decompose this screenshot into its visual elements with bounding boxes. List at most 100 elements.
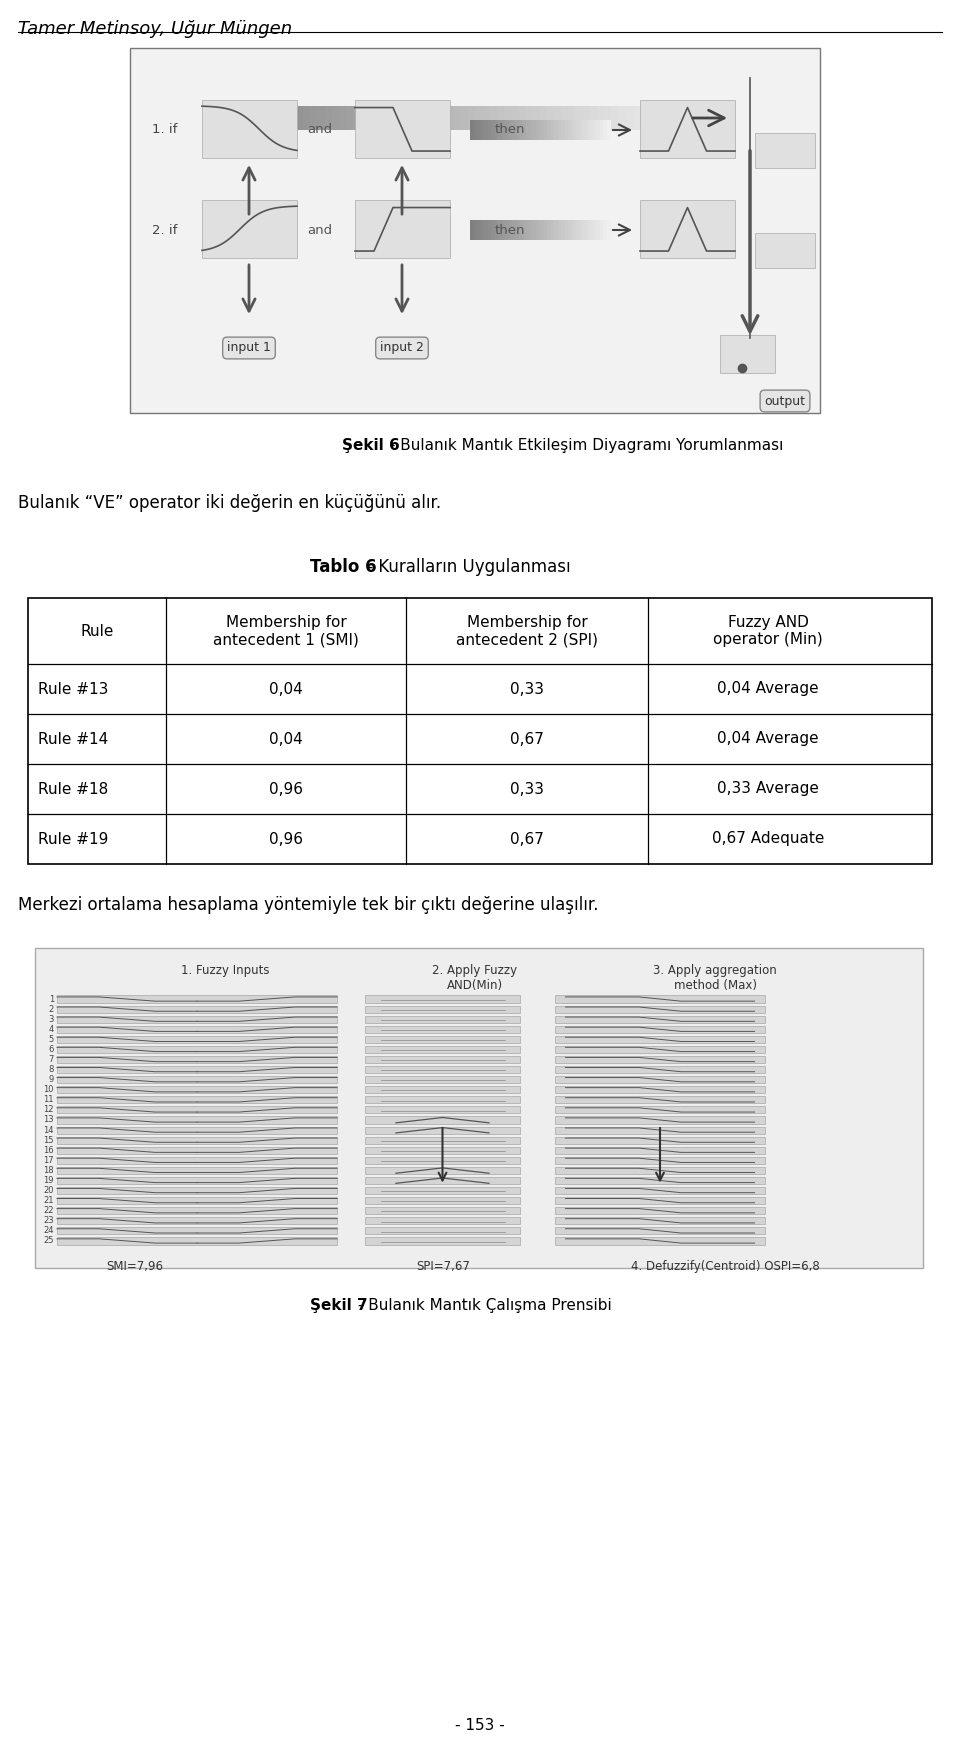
Bar	[555, 1016, 765, 1023]
Bar	[57, 1228, 337, 1235]
Bar	[555, 1106, 765, 1113]
Bar	[522, 120, 527, 139]
Text: 2. Apply Fuzzy
AND(Min): 2. Apply Fuzzy AND(Min)	[432, 963, 517, 991]
Text: Şekil 7: Şekil 7	[310, 1298, 368, 1313]
Text: 3: 3	[49, 1014, 54, 1024]
Bar	[481, 219, 485, 240]
Bar	[491, 219, 495, 240]
Bar	[518, 106, 526, 131]
Bar	[568, 106, 576, 131]
Text: and: and	[307, 223, 332, 237]
Bar	[365, 1136, 520, 1144]
Bar	[533, 120, 538, 139]
Bar	[555, 1036, 765, 1043]
Text: 0,33 Average: 0,33 Average	[717, 782, 819, 796]
Bar	[516, 120, 520, 139]
Bar	[57, 1167, 337, 1174]
Text: Fuzzy AND
operator (Min): Fuzzy AND operator (Min)	[713, 615, 823, 648]
Bar	[626, 106, 634, 131]
Text: 22: 22	[43, 1205, 54, 1216]
Bar	[365, 1197, 520, 1204]
Bar	[555, 1056, 765, 1063]
Bar	[511, 106, 519, 131]
Bar	[57, 1026, 337, 1033]
Text: Şekil 6: Şekil 6	[342, 437, 399, 453]
Text: Rule #18: Rule #18	[38, 782, 108, 796]
Bar	[512, 120, 516, 139]
Bar	[571, 219, 576, 240]
Bar	[519, 219, 523, 240]
Bar	[599, 120, 604, 139]
Text: 0,67: 0,67	[510, 831, 544, 847]
Bar	[519, 120, 523, 139]
Bar	[57, 1127, 337, 1134]
Bar	[365, 1207, 520, 1214]
Text: Rule #19: Rule #19	[38, 831, 108, 847]
Bar	[555, 1066, 765, 1073]
Bar	[561, 219, 565, 240]
Bar	[488, 120, 492, 139]
Text: 21: 21	[43, 1197, 54, 1205]
Bar	[654, 106, 662, 131]
Bar	[555, 1136, 765, 1144]
Bar	[365, 1106, 520, 1113]
Bar	[439, 106, 447, 131]
Bar	[484, 219, 489, 240]
Bar	[561, 106, 569, 131]
Bar	[530, 120, 534, 139]
Bar	[324, 106, 333, 131]
Bar	[28, 598, 932, 864]
Bar	[555, 1077, 765, 1084]
Bar	[603, 219, 608, 240]
Text: 15: 15	[43, 1136, 54, 1144]
Bar	[494, 120, 499, 139]
Text: 23: 23	[43, 1216, 54, 1225]
Text: 0,33: 0,33	[510, 782, 544, 796]
Bar	[526, 219, 531, 240]
Bar	[365, 1218, 520, 1225]
Bar	[676, 106, 684, 131]
Bar	[607, 219, 611, 240]
Bar	[475, 106, 483, 131]
Bar	[583, 106, 590, 131]
Text: 2: 2	[49, 1005, 54, 1014]
Bar	[365, 1096, 520, 1103]
Bar	[57, 1096, 337, 1103]
Bar	[484, 120, 489, 139]
Bar	[365, 1127, 520, 1134]
Text: 0,04 Average: 0,04 Average	[717, 732, 819, 747]
Bar	[555, 995, 765, 1003]
Bar	[446, 106, 454, 131]
Bar	[589, 106, 598, 131]
Bar	[537, 219, 541, 240]
Bar	[453, 106, 462, 131]
Bar	[365, 1066, 520, 1073]
Bar	[57, 1237, 337, 1244]
Text: 12: 12	[43, 1106, 54, 1115]
Bar	[604, 106, 612, 131]
Text: 0,96: 0,96	[269, 782, 303, 796]
Text: Tablo 6: Tablo 6	[310, 557, 376, 577]
Bar	[540, 120, 544, 139]
Bar	[260, 106, 268, 131]
Bar	[555, 1087, 765, 1094]
Bar	[554, 106, 562, 131]
Bar	[318, 106, 325, 131]
Bar	[526, 120, 531, 139]
Text: 0,67 Adequate: 0,67 Adequate	[711, 831, 825, 847]
Text: Rule #14: Rule #14	[38, 732, 108, 747]
Text: 19: 19	[43, 1176, 54, 1185]
Bar	[496, 106, 505, 131]
Bar	[537, 120, 541, 139]
Text: 0,04: 0,04	[269, 681, 302, 697]
Bar	[554, 120, 559, 139]
Text: 24: 24	[43, 1226, 54, 1235]
Bar	[564, 120, 569, 139]
Text: 7: 7	[49, 1056, 54, 1064]
Bar	[365, 1045, 520, 1052]
Text: 14: 14	[43, 1125, 54, 1134]
Bar	[365, 1186, 520, 1193]
Text: 1. if: 1. if	[152, 124, 178, 136]
Bar	[57, 1077, 337, 1084]
Text: output: output	[764, 394, 805, 408]
